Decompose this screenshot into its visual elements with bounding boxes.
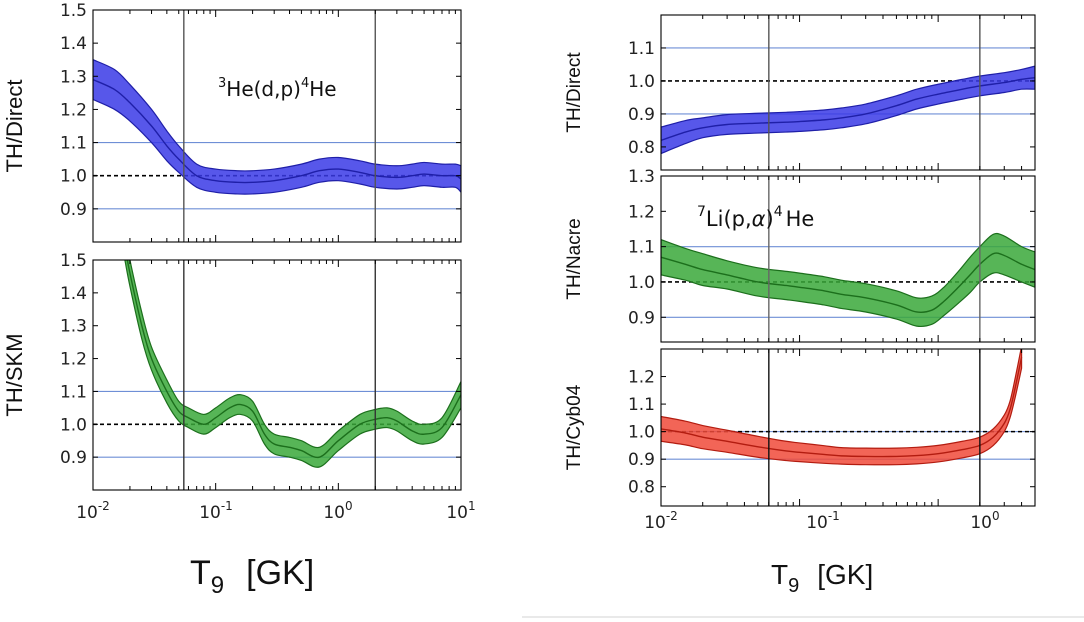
uncertainty-band xyxy=(661,349,1023,466)
plot-area xyxy=(93,260,461,490)
y-tick-label: 1.2 xyxy=(60,350,87,370)
y-tick-label: 0.8 xyxy=(628,138,655,158)
y-tick-label: 0.8 xyxy=(628,478,655,498)
x-tick-label: 10-2 xyxy=(644,509,678,533)
x-tick-label: 10-1 xyxy=(806,509,840,533)
y-tick-label: 1.1 xyxy=(60,134,87,154)
panel-li7-nacre: 0.9 1.0 1.1 1.2 1.3 TH/Nacre xyxy=(564,167,1036,343)
y-tick-label: 1.0 xyxy=(628,72,655,92)
y-tick-label: 1.2 xyxy=(60,100,87,120)
y-tick-label: 1.2 xyxy=(628,368,655,388)
panel-frame xyxy=(92,259,462,491)
central-line xyxy=(661,76,1035,141)
panel-he3-direct: 0.9 1.0 1.1 1.2 1.3 1.4 1.5 TH/Direct xyxy=(2,1,462,243)
y-tick-label: 0.9 xyxy=(60,448,87,468)
plot-area xyxy=(661,15,1035,170)
y-tick-label: 1.1 xyxy=(628,238,655,258)
x-tick-label: 10-1 xyxy=(199,499,233,523)
y-tick-label: 1.0 xyxy=(60,415,87,435)
y-axis-label: TH/SKM xyxy=(2,333,27,416)
y-tick-label: 1.0 xyxy=(60,167,87,187)
central-line xyxy=(661,357,1023,458)
y-tick-label: 1.1 xyxy=(628,395,655,415)
panel-li7-cyb04: 0.8 0.9 1.0 1.1 1.2 TH/Cyb04 xyxy=(564,348,1036,507)
central-line xyxy=(661,252,1035,314)
y-axis-label: TH/Nacre xyxy=(564,218,585,299)
y-tick-label: 1.5 xyxy=(60,251,87,271)
plot-area xyxy=(661,349,1035,506)
y-tick-label: 1.4 xyxy=(60,284,87,304)
y-tick-label: 0.9 xyxy=(628,105,655,125)
panel-li7-direct: 0.8 0.9 1.0 1.1 TH/Direct xyxy=(564,14,1036,171)
y-axis-label: TH/Direct xyxy=(2,80,27,173)
central-line xyxy=(93,78,461,184)
panel-frame xyxy=(660,14,1036,171)
y-tick-label: 1.1 xyxy=(60,382,87,402)
x-tick-label: 100 xyxy=(323,499,352,523)
central-line xyxy=(126,260,461,459)
x-tick-label: 101 xyxy=(446,499,475,523)
x-tick-labels-left: 10-2 10-1 100 101 xyxy=(76,499,475,523)
x-tick-label: 10-2 xyxy=(76,499,110,523)
y-tick-label: 1.3 xyxy=(60,317,87,337)
y-tick-label: 1.3 xyxy=(60,67,87,87)
x-axis-label-left: T9 [GK] xyxy=(190,554,314,599)
y-tick-label: 1.3 xyxy=(628,167,655,187)
y-tick-label: 0.9 xyxy=(60,200,87,220)
y-tick-label: 1.0 xyxy=(628,423,655,443)
y-tick-label: 1.2 xyxy=(628,202,655,222)
panel-frame xyxy=(92,9,462,243)
uncertainty-band xyxy=(661,232,1035,328)
y-axis-label: TH/Cyb04 xyxy=(564,384,585,470)
plot-area xyxy=(93,10,461,242)
uncertainty-band xyxy=(124,260,461,468)
y-tick-label: 1.4 xyxy=(60,34,87,54)
y-tick-label: 1.1 xyxy=(628,39,655,59)
x-axis-label-right: T9 [GK] xyxy=(771,559,873,597)
annotation-he3: 3He(d,p)4He xyxy=(218,76,337,101)
panel-frame xyxy=(660,175,1036,343)
uncertainty-band xyxy=(93,59,461,195)
x-tick-labels-right: 10-2 10-1 100 xyxy=(644,509,999,533)
y-tick-label: 0.9 xyxy=(628,450,655,470)
x-tick-label: 100 xyxy=(970,509,999,533)
y-tick-label: 1.0 xyxy=(628,273,655,293)
y-axis-label: TH/Direct xyxy=(564,52,585,133)
y-tick-label: 1.5 xyxy=(60,1,87,21)
panel-he3-skm: 0.9 1.0 1.1 1.2 1.3 1.4 1.5 TH/SKM xyxy=(2,251,462,491)
uncertainty-band xyxy=(661,65,1035,155)
plot-area xyxy=(661,176,1035,342)
annotation-li7: 7Li(p,α)4 He xyxy=(697,204,814,231)
y-tick-label: 0.9 xyxy=(628,308,655,328)
panel-frame xyxy=(660,348,1036,507)
